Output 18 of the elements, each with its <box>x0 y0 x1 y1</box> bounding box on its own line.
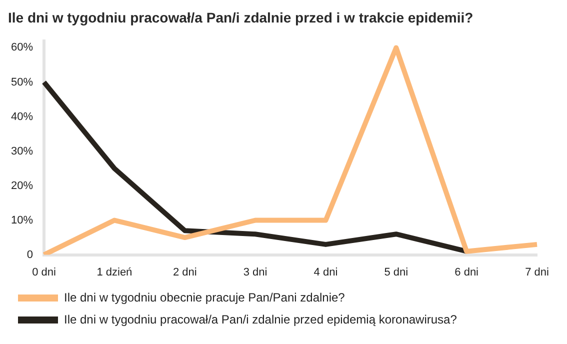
x-tick-label: 3 dni <box>243 266 268 278</box>
x-tick-label: 0 dni <box>32 266 56 278</box>
legend-label: Ile dni w tygodniu pracował/a Pan/i zdalnie przed epidemią koronawirusa? <box>64 312 458 326</box>
y-tick-label: 30% <box>10 145 34 158</box>
y-tick-label: 10% <box>10 214 34 226</box>
x-tick-label: 6 dni <box>454 266 479 278</box>
chart-title: Ile dni w tygodniu pracował/a Pan/i zdalnie przed i w trakcie epidemii? <box>8 9 474 26</box>
x-tick-label: 4 dni <box>314 266 338 278</box>
y-tick-label: 0 <box>26 248 34 261</box>
x-tick-label: 1 dzień <box>96 266 132 278</box>
x-tick-label: 5 dni <box>384 266 408 278</box>
x-tick-label: 7 dni <box>525 266 549 278</box>
legend-label: Ile dni w tygodniu obecnie pracuje Pan/Pani zdalnie? <box>64 290 346 304</box>
y-tick-label: 60% <box>10 42 34 54</box>
x-tick-label: 2 dni <box>172 266 197 278</box>
y-tick-label: 40% <box>10 110 34 123</box>
y-tick-label: 20% <box>10 180 34 192</box>
y-tick-label: 50% <box>10 76 34 88</box>
